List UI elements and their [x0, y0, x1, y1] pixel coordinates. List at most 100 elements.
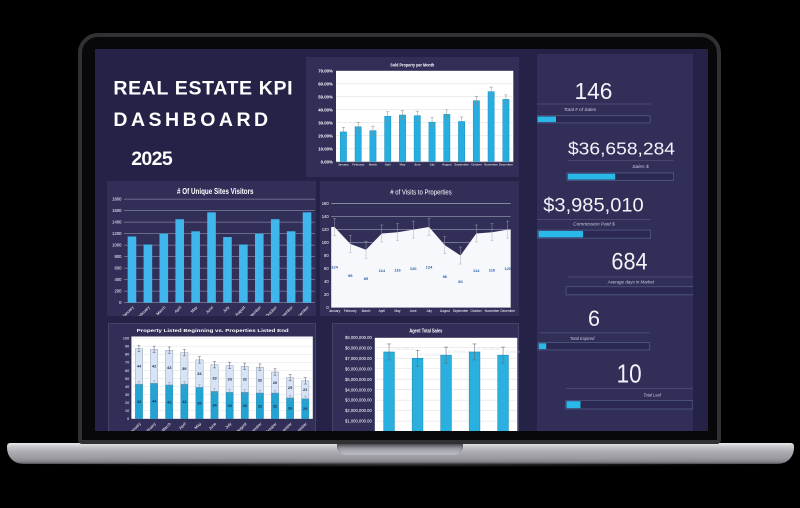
svg-text:April: April [178, 421, 187, 430]
svg-text:30: 30 [125, 393, 129, 397]
svg-text:1600: 1600 [112, 208, 122, 213]
svg-text:DASHBOARD: DASHBOARD [113, 108, 271, 130]
svg-text:43: 43 [167, 365, 172, 370]
svg-text:200: 200 [115, 289, 123, 294]
svg-text:80: 80 [324, 253, 329, 258]
svg-text:January: January [329, 309, 341, 313]
svg-text:March: March [362, 309, 371, 313]
svg-text:June: June [410, 309, 417, 313]
svg-text:26: 26 [288, 406, 293, 411]
svg-text:April: April [173, 305, 182, 314]
svg-text:June: June [205, 304, 215, 314]
svg-text:32: 32 [258, 378, 263, 383]
svg-text:42: 42 [167, 399, 172, 404]
svg-text:22: 22 [303, 387, 308, 392]
svg-text:114: 114 [473, 268, 480, 273]
svg-text:# of Visits to Properties: # of Visits to Properties [390, 188, 452, 197]
svg-text:146: 146 [574, 78, 612, 104]
svg-text:March: March [155, 305, 166, 316]
svg-text:33: 33 [228, 403, 233, 408]
svg-text:60: 60 [125, 369, 129, 373]
svg-text:February: February [352, 162, 365, 166]
svg-text:42: 42 [152, 364, 157, 369]
svg-text:July: July [222, 305, 231, 314]
svg-text:26: 26 [273, 380, 278, 385]
svg-text:70.00%: 70.00% [318, 68, 333, 73]
svg-text:$7,593,596.48: $7,593,596.48 [476, 347, 499, 351]
svg-text:Total Leaf: Total Leaf [644, 392, 662, 398]
svg-text:1400: 1400 [112, 220, 122, 225]
svg-text:120: 120 [322, 227, 330, 232]
svg-text:70: 70 [125, 361, 129, 365]
svg-text:$6,000,000.00: $6,000,000.00 [345, 366, 372, 371]
svg-text:$2,000,000.00: $2,000,000.00 [345, 408, 372, 413]
svg-text:124: 124 [331, 265, 338, 270]
svg-text:50.00%: 50.00% [318, 94, 333, 99]
svg-text:August: August [235, 421, 248, 431]
svg-text:33: 33 [243, 403, 248, 408]
svg-text:33: 33 [212, 375, 217, 380]
svg-text:$9,000,000.00: $9,000,000.00 [345, 335, 372, 340]
svg-text:20: 20 [125, 401, 129, 405]
svg-text:$7,593,596.48: $7,593,596.48 [391, 347, 414, 351]
svg-text:# Of Unique Sites Visitors: # Of Unique Sites Visitors [177, 187, 254, 196]
svg-text:89: 89 [364, 276, 369, 281]
svg-text:100: 100 [322, 240, 330, 245]
svg-text:0: 0 [326, 305, 329, 310]
svg-text:90: 90 [125, 345, 129, 349]
svg-text:$5,000,000.00: $5,000,000.00 [345, 377, 372, 382]
svg-text:25: 25 [303, 406, 308, 411]
svg-text:Property Listed Beginning vs.: Property Listed Beginning vs. Properties… [137, 328, 289, 334]
svg-text:120: 120 [410, 266, 417, 271]
svg-text:32: 32 [243, 377, 248, 382]
svg-text:100: 100 [123, 337, 129, 341]
svg-text:120: 120 [504, 266, 511, 271]
svg-text:$7,293,594.00: $7,293,594.00 [448, 350, 471, 354]
svg-text:July: July [426, 309, 432, 313]
svg-text:July: July [430, 162, 436, 166]
svg-text:$1,000,000.00: $1,000,000.00 [345, 419, 372, 424]
svg-text:May: May [193, 421, 202, 430]
svg-text:2025: 2025 [131, 148, 173, 170]
svg-text:August: August [442, 162, 452, 166]
svg-text:80: 80 [458, 279, 463, 284]
svg-text:$8,000,000.00: $8,000,000.00 [345, 345, 372, 350]
svg-text:400: 400 [115, 277, 123, 282]
svg-text:10.00%: 10.00% [318, 146, 333, 151]
svg-text:32: 32 [258, 403, 263, 408]
svg-text:39: 39 [182, 366, 187, 371]
svg-text:Agent Total Sales: Agent Total Sales [409, 328, 442, 334]
svg-text:6: 6 [588, 306, 600, 331]
svg-text:40: 40 [324, 279, 329, 284]
svg-text:September: September [245, 421, 263, 431]
svg-text:Sales $: Sales $ [632, 164, 649, 170]
svg-text:116: 116 [489, 267, 496, 272]
svg-text:November: November [276, 421, 293, 431]
svg-text:January: January [121, 305, 135, 316]
svg-text:June: June [208, 421, 218, 431]
svg-text:1800: 1800 [112, 197, 122, 202]
svg-text:124: 124 [426, 265, 433, 270]
svg-text:33: 33 [228, 376, 233, 381]
svg-text:Sold Property per Month: Sold Property per Month [390, 62, 434, 68]
svg-text:98: 98 [348, 273, 353, 278]
svg-text:May: May [189, 305, 198, 314]
svg-text:$4,000,000.00: $4,000,000.00 [345, 387, 372, 392]
svg-text:January: January [128, 421, 142, 430]
svg-text:116: 116 [394, 267, 401, 272]
svg-text:50: 50 [125, 377, 129, 381]
svg-text:96: 96 [443, 274, 448, 279]
svg-text:December: December [499, 162, 513, 166]
svg-text:20.00%: 20.00% [318, 133, 333, 138]
svg-text:$3,000,000.00: $3,000,000.00 [345, 398, 372, 403]
svg-text:October: October [264, 304, 278, 316]
svg-text:May: May [394, 309, 400, 313]
svg-text:20: 20 [324, 292, 329, 297]
svg-text:1000: 1000 [112, 243, 122, 248]
svg-text:34: 34 [197, 371, 202, 376]
svg-text:800: 800 [115, 254, 123, 259]
svg-text:February: February [344, 309, 357, 313]
svg-text:Total Expired: Total Expired [570, 336, 595, 342]
svg-text:10: 10 [125, 409, 129, 413]
svg-text:May: May [400, 162, 406, 166]
